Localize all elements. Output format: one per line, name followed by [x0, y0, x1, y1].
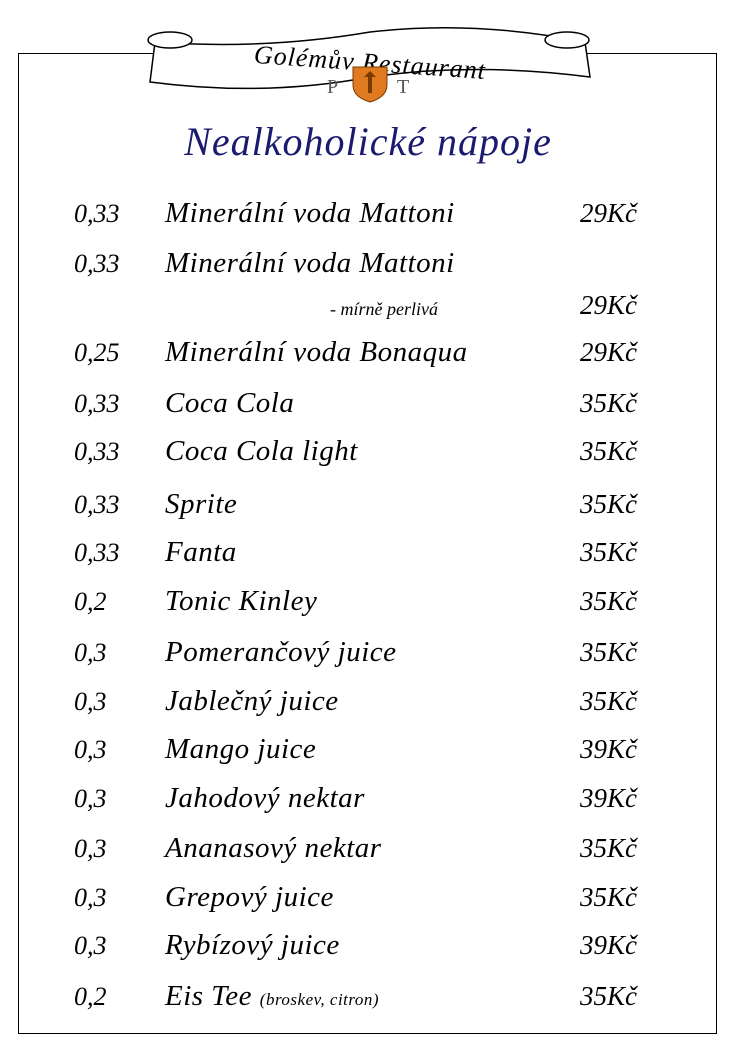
item-price: 39Kč — [580, 783, 637, 813]
item-name-text: Coca Cola — [165, 387, 295, 419]
menu-item: 0,3 Mango juice 39Kč — [0, 731, 736, 771]
menu-item: 0,33 Minerální voda Mattoni 29Kč — [0, 195, 736, 235]
item-price: 35Kč — [580, 833, 637, 863]
item-volume: 0,3 — [74, 735, 107, 764]
item-note: (broskev, citron) — [259, 990, 380, 1009]
menu-item: 0,33 Minerální voda Mattoni — [0, 245, 736, 285]
menu-item: 0,3 Jablečný juice 35Kč — [0, 683, 736, 723]
item-volume: 0,3 — [74, 687, 107, 716]
item-volume: 0,33 — [74, 490, 120, 519]
item-name: Ananasový nektar — [165, 832, 382, 865]
item-name: Jahodový nektar — [165, 782, 365, 815]
item-price: 35Kč — [580, 388, 637, 418]
item-name-text: Jablečný juice — [165, 685, 339, 717]
item-name: Coca Cola — [165, 387, 294, 420]
item-volume: 0,3 — [74, 834, 107, 863]
item-price: 35Kč — [580, 489, 637, 519]
item-volume: 0,2 — [74, 982, 107, 1011]
item-name-text: Minerální voda Bonaqua — [165, 336, 468, 368]
svg-text:T: T — [397, 76, 409, 98]
item-price: 29Kč — [580, 290, 637, 320]
restaurant-banner: Golémův Restaurant — [145, 22, 595, 92]
item-volume: 0,33 — [74, 538, 120, 567]
item-volume: 0,33 — [74, 389, 120, 418]
item-name: Fanta — [165, 536, 237, 569]
item-volume: 0,3 — [74, 931, 107, 960]
menu-item-subline: - mírně perlivá 29Kč — [0, 287, 736, 327]
menu-item: 0,33 Coca Cola light 35Kč — [0, 433, 736, 473]
item-name: Jablečný juice — [165, 685, 339, 718]
menu-item: 0,3 Ananasový nektar 35Kč — [0, 830, 736, 870]
item-name: Pomerančový juice — [165, 636, 397, 669]
item-name: Minerální voda Bonaqua — [165, 336, 468, 369]
item-price: 29Kč — [580, 198, 637, 228]
item-name-text: Mango juice — [165, 733, 317, 765]
item-name-text: Pomerančový juice — [165, 636, 397, 668]
svg-text:P: P — [327, 76, 338, 98]
item-name: Minerální voda Mattoni — [165, 247, 455, 279]
item-name-text: Jahodový nektar — [165, 782, 365, 814]
item-volume: 0,2 — [74, 587, 107, 616]
menu-item: 0,33 Sprite 35Kč — [0, 486, 736, 526]
menu-item: 0,33 Fanta 35Kč — [0, 534, 736, 574]
shield-crest-icon: P T — [327, 66, 409, 103]
item-volume: 0,33 — [74, 249, 120, 278]
menu-item: 0,3 Rybízový juice 39Kč — [0, 927, 736, 967]
item-name-text: Coca Cola light — [165, 435, 358, 467]
menu-item: 0,33 Coca Cola 35Kč — [0, 385, 736, 425]
menu-item: 0,25 Minerální voda Bonaqua 29Kč — [0, 334, 736, 374]
item-name-text: Tonic Kinley — [165, 585, 318, 617]
item-subtitle: - mírně perlivá — [330, 299, 438, 319]
restaurant-logo: P T — [325, 63, 415, 103]
scroll-ribbon-icon — [147, 27, 591, 90]
item-name: Grepový juice — [165, 881, 334, 914]
item-price: 35Kč — [580, 637, 637, 667]
item-name: Mango juice — [165, 733, 316, 766]
item-volume: 0,3 — [74, 638, 107, 667]
item-name-text: Grepový juice — [165, 881, 334, 913]
item-name: Eis Tee (broskev, citron) — [165, 980, 379, 1013]
item-price: 35Kč — [580, 436, 637, 466]
item-price: 35Kč — [580, 537, 637, 567]
item-name-text: Sprite — [165, 488, 238, 520]
item-price: 39Kč — [580, 930, 637, 960]
item-name: Rybízový juice — [165, 929, 340, 962]
menu-item: 0,3 Pomerančový juice 35Kč — [0, 634, 736, 674]
menu-item: 0,3 Jahodový nektar 39Kč — [0, 780, 736, 820]
item-price: 35Kč — [580, 686, 637, 716]
item-name-text: Ananasový nektar — [165, 832, 382, 864]
menu-item: 0,3 Grepový juice 35Kč — [0, 879, 736, 919]
item-name: Tonic Kinley — [165, 585, 317, 618]
item-price: 39Kč — [580, 734, 637, 764]
item-name: Minerální voda Mattoni — [165, 197, 455, 229]
item-price: 29Kč — [580, 337, 637, 367]
menu-item: 0,2 Tonic Kinley 35Kč — [0, 583, 736, 623]
item-name-text: Eis Tee — [165, 980, 253, 1012]
item-volume: 0,25 — [74, 338, 120, 367]
item-volume: 0,33 — [74, 437, 120, 466]
item-price: 35Kč — [580, 882, 637, 912]
item-price: 35Kč — [580, 981, 637, 1011]
item-name: Sprite — [165, 488, 237, 521]
item-volume: 0,33 — [74, 199, 120, 228]
item-volume: 0,3 — [74, 784, 107, 813]
page-title: Nealkoholické nápoje — [184, 119, 552, 164]
item-name-text: Fanta — [165, 536, 237, 568]
item-name-text: Rybízový juice — [165, 929, 340, 961]
item-name: Coca Cola light — [165, 435, 358, 468]
menu-item: 0,2 Eis Tee (broskev, citron) 35Kč — [0, 978, 736, 1018]
item-price: 35Kč — [580, 586, 637, 616]
item-volume: 0,3 — [74, 883, 107, 912]
